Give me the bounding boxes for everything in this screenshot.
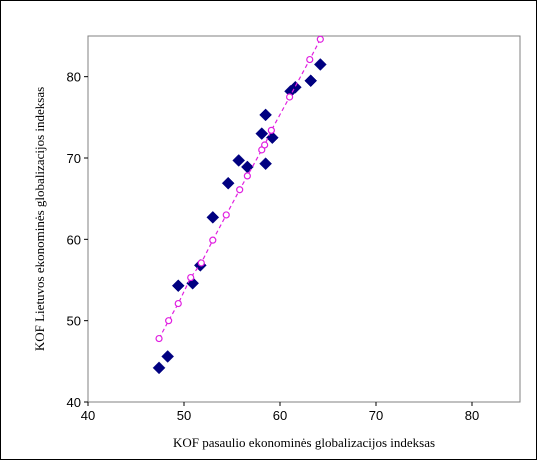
- x-tick-label: 60: [273, 408, 287, 423]
- x-tick-label: 40: [81, 408, 95, 423]
- fitted-point: [286, 93, 294, 101]
- data-series: [152, 35, 327, 375]
- data-point: [206, 211, 220, 224]
- fitted-point: [187, 273, 195, 282]
- data-point: [255, 127, 269, 140]
- fitted-point: [316, 35, 324, 43]
- fitted-point: [261, 141, 269, 149]
- data-point: [304, 74, 318, 88]
- y-tick-label: 50: [67, 314, 81, 329]
- data-point: [171, 279, 185, 293]
- y-tick-label: 70: [67, 151, 81, 166]
- y-axis-title: KOF Lietuvos ekonominės globalizacijos i…: [32, 87, 47, 351]
- fitted-point: [197, 259, 205, 267]
- plot-border: [87, 35, 521, 403]
- fitted-point: [222, 211, 230, 219]
- fitted-point: [174, 299, 182, 308]
- x-tick-label: 70: [369, 408, 383, 423]
- x-tick-label: 80: [465, 408, 479, 423]
- data-point: [221, 176, 235, 190]
- fitted-point: [165, 317, 173, 325]
- data-point: [289, 80, 302, 94]
- data-point: [161, 350, 175, 363]
- data-point: [313, 58, 327, 71]
- fitted-point: [236, 186, 244, 194]
- fitted-point: [155, 334, 163, 343]
- fitted-point: [306, 55, 314, 64]
- data-point: [152, 361, 166, 375]
- data-point: [232, 154, 246, 167]
- plot-area: [87, 35, 521, 403]
- fitted-point: [209, 236, 217, 244]
- y-tick-label: 80: [67, 70, 81, 85]
- x-tick-label: 50: [177, 408, 191, 423]
- data-point: [259, 157, 272, 171]
- fitted-point: [267, 126, 275, 134]
- y-tick-label: 40: [67, 395, 81, 410]
- axis-ticks: 40 50 60 70 80 40 50 60 70 80: [67, 70, 480, 423]
- x-axis-title: KOF pasaulio ekonominės globalizacijos i…: [173, 435, 435, 450]
- fitted-point: [243, 172, 251, 180]
- data-point: [259, 108, 272, 122]
- y-tick-label: 60: [67, 232, 81, 247]
